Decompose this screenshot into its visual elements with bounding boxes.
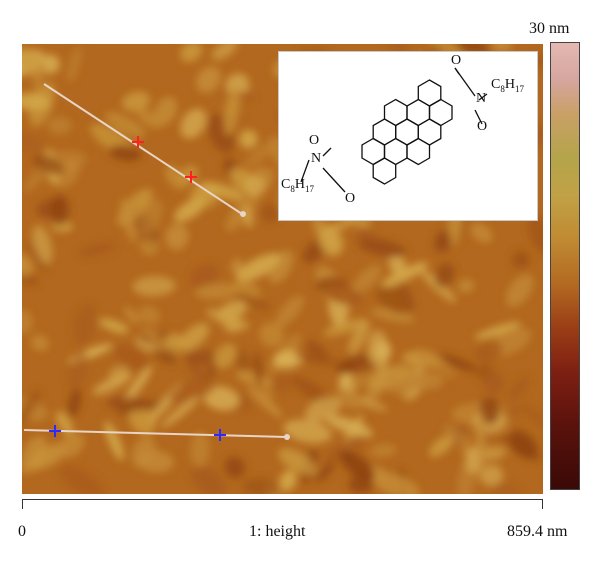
profile-line-2-end[interactable] [284, 434, 290, 440]
red-cursor-1[interactable] [132, 136, 144, 148]
profile-line-1-end[interactable] [240, 211, 246, 217]
scale-end-label: 859.4 nm [507, 523, 568, 540]
scale-start-label: 0 [18, 523, 26, 540]
red-cursor-2[interactable] [185, 171, 197, 183]
channel-label: 1: height [249, 523, 306, 540]
colorbar-max-label: 30 nm [529, 20, 570, 37]
atom-o-bottom-1: O [309, 133, 319, 148]
perylene-diimide-structure: N N O O O O C8H17 C8H17 [281, 53, 524, 206]
blue-cursor-2[interactable] [214, 429, 226, 441]
atom-n-bottom: N [311, 151, 321, 166]
substituent-top: C8H17 [491, 77, 524, 94]
molecule-structure-inset: N N O O O O C8H17 C8H17 [278, 51, 538, 221]
atom-o-top-2: O [477, 119, 487, 134]
atom-n-top: N [476, 91, 486, 106]
svg-text:C8H17: C8H17 [491, 77, 524, 94]
substituent-bottom: C8H17 [281, 177, 314, 194]
svg-text:C8H17: C8H17 [281, 177, 314, 194]
scale-bar [22, 499, 543, 509]
atom-o-top-1: O [451, 53, 461, 68]
atom-o-bottom-2: O [345, 191, 355, 206]
profile-line-1[interactable] [43, 83, 243, 215]
profile-line-2[interactable] [23, 429, 287, 438]
blue-cursor-1[interactable] [49, 425, 61, 437]
height-colorbar [550, 42, 580, 490]
